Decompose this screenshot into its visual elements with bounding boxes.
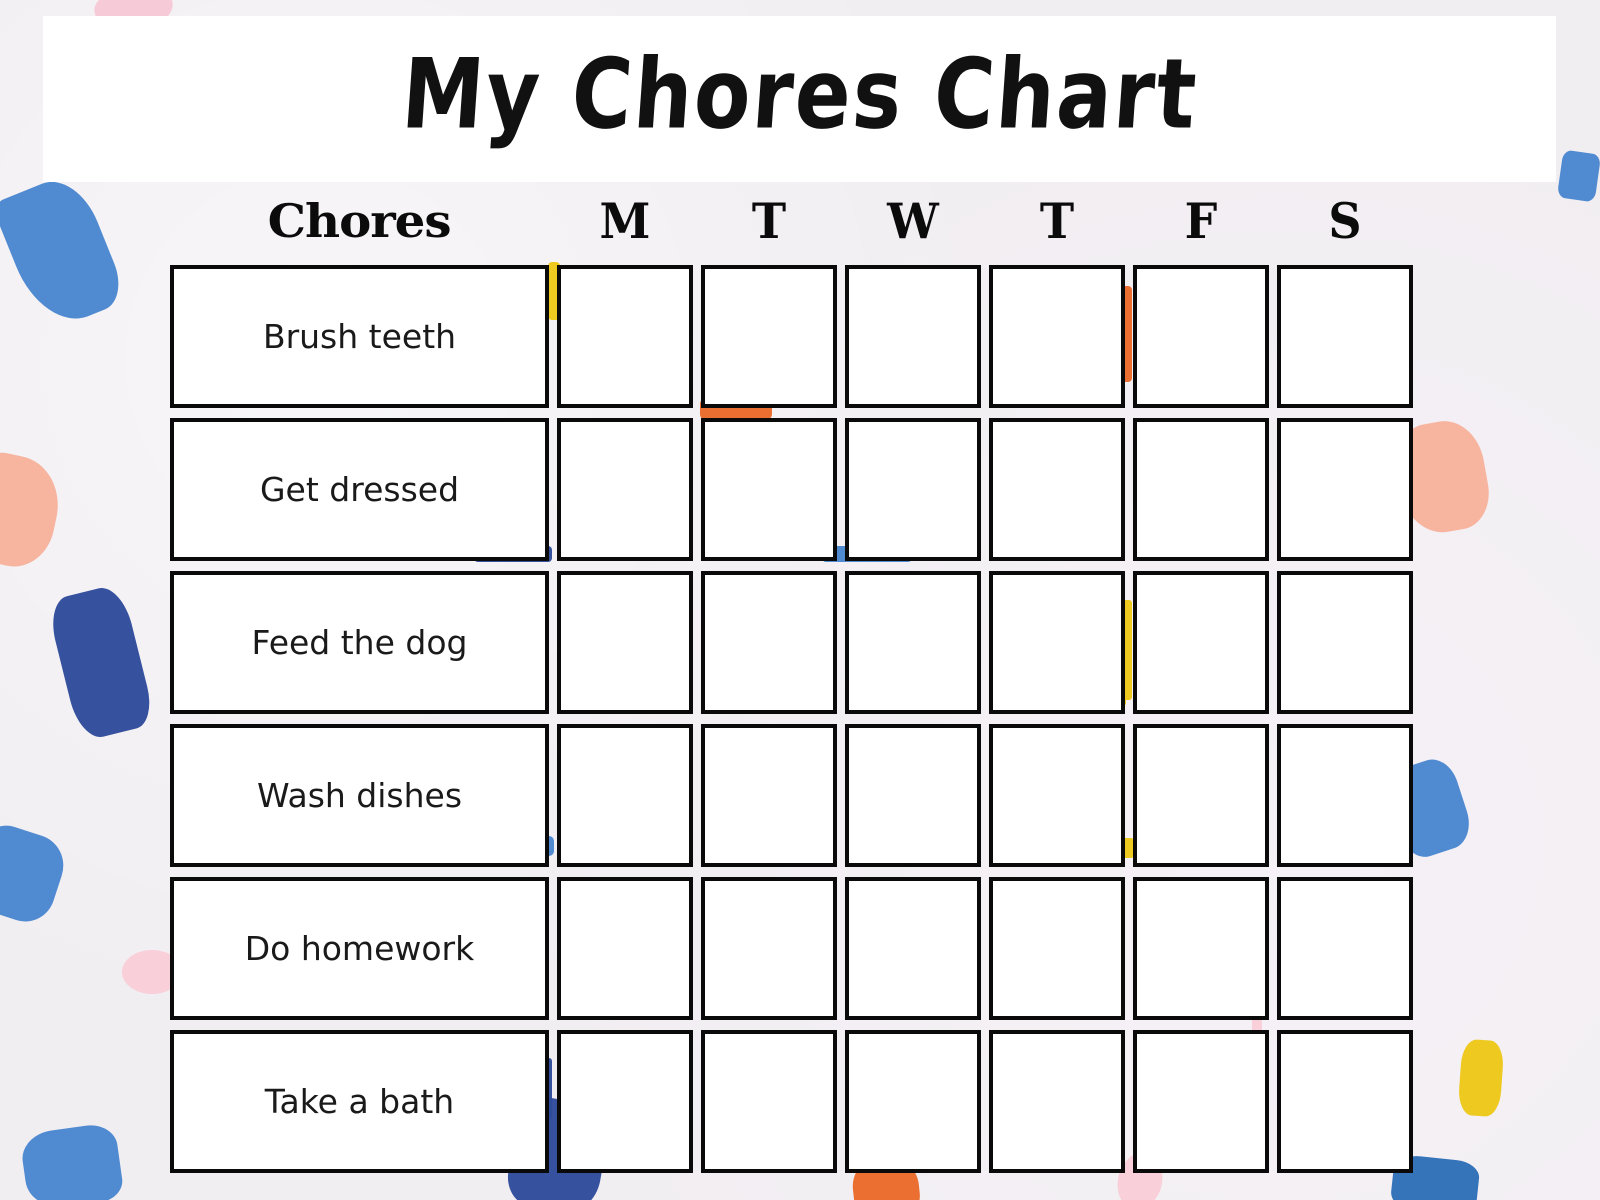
table-row: Feed the dog [170,571,1430,714]
checkbox-cell-wednesday[interactable] [845,418,981,561]
chores-column-header: Chores [170,194,549,248]
confetti-blue-left-mid [0,818,72,930]
chores-column-header-label: Chores [268,194,452,248]
confetti-navy-left [45,582,157,743]
checkbox-cell-thursday[interactable] [989,1030,1125,1173]
table-header-row: Chores M T W T F S [170,190,1430,252]
checkbox-cell-monday[interactable] [557,418,693,561]
checkbox-cell-thursday[interactable] [989,724,1125,867]
chore-name-cell: Take a bath [170,1030,549,1173]
day-column-header-tuesday: T [701,192,837,250]
day-column-header-saturday: S [1277,192,1413,250]
chore-name-label: Brush teeth [262,317,457,356]
checkbox-cell-friday[interactable] [1133,724,1269,867]
checkbox-cell-saturday[interactable] [1277,265,1413,408]
table-row: Take a bath [170,1030,1430,1173]
checkbox-cell-friday[interactable] [1133,877,1269,1020]
checkbox-cell-monday[interactable] [557,265,693,408]
checkbox-cell-tuesday[interactable] [701,724,837,867]
day-column-header-label: W [887,192,939,250]
checkbox-cell-tuesday[interactable] [701,418,837,561]
day-column-header-label: S [1328,192,1362,250]
chore-name-label: Take a bath [264,1082,455,1121]
checkbox-cell-wednesday[interactable] [845,1030,981,1173]
table-row: Do homework [170,877,1430,1020]
chores-grid: Brush teeth Get dressed Feed the dog Wash d… [170,265,1430,1173]
checkbox-cell-tuesday[interactable] [701,265,837,408]
day-column-header-label: M [599,192,651,250]
table-row: Wash dishes [170,724,1430,867]
chore-name-label: Wash dishes [256,776,463,815]
checkbox-cell-saturday[interactable] [1277,724,1413,867]
day-column-header-label: T [1039,192,1075,250]
checkbox-cell-friday[interactable] [1133,571,1269,714]
checkbox-cell-wednesday[interactable] [845,877,981,1020]
chore-name-cell: Feed the dog [170,571,549,714]
checkbox-cell-thursday[interactable] [989,571,1125,714]
chore-name-cell: Do homework [170,877,549,1020]
page-title: My Chores Chart [398,38,1202,151]
checkbox-cell-saturday[interactable] [1277,1030,1413,1173]
confetti-yellow-bottom-right [1457,1038,1505,1118]
checkbox-cell-monday[interactable] [557,724,693,867]
checkbox-cell-thursday[interactable] [989,265,1125,408]
checkbox-cell-wednesday[interactable] [845,265,981,408]
chore-name-label: Do homework [244,929,475,968]
checkbox-cell-tuesday[interactable] [701,1030,837,1173]
checkbox-cell-thursday[interactable] [989,418,1125,561]
checkbox-cell-wednesday[interactable] [845,571,981,714]
checkbox-cell-saturday[interactable] [1277,418,1413,561]
chore-name-cell: Brush teeth [170,265,549,408]
checkbox-cell-friday[interactable] [1133,418,1269,561]
day-column-header-label: F [1184,192,1218,250]
table-row: Get dressed [170,418,1430,561]
checkbox-cell-thursday[interactable] [989,877,1125,1020]
confetti-blue-top-right [1556,149,1600,203]
day-column-header-monday: M [557,192,693,250]
checkbox-cell-monday[interactable] [557,571,693,714]
day-column-header-label: T [751,192,787,250]
checkbox-cell-friday[interactable] [1133,1030,1269,1173]
checkbox-cell-saturday[interactable] [1277,571,1413,714]
checkbox-cell-monday[interactable] [557,877,693,1020]
checkbox-cell-tuesday[interactable] [701,571,837,714]
checkbox-cell-friday[interactable] [1133,265,1269,408]
chore-name-label: Get dressed [259,470,460,509]
day-column-header-wednesday: W [845,192,981,250]
confetti-blue-left-lower [19,1121,125,1200]
chore-name-cell: Wash dishes [170,724,549,867]
checkbox-cell-saturday[interactable] [1277,877,1413,1020]
day-column-header-friday: F [1133,192,1269,250]
day-column-header-thursday: T [989,192,1125,250]
confetti-blue-top-left [0,169,129,335]
chore-name-cell: Get dressed [170,418,549,561]
chore-name-label: Feed the dog [251,623,468,662]
title-banner: My Chores Chart [43,16,1556,182]
confetti-salmon-left [0,446,68,574]
checkbox-cell-tuesday[interactable] [701,877,837,1020]
checkbox-cell-monday[interactable] [557,1030,693,1173]
checkbox-cell-wednesday[interactable] [845,724,981,867]
table-row: Brush teeth [170,265,1430,408]
